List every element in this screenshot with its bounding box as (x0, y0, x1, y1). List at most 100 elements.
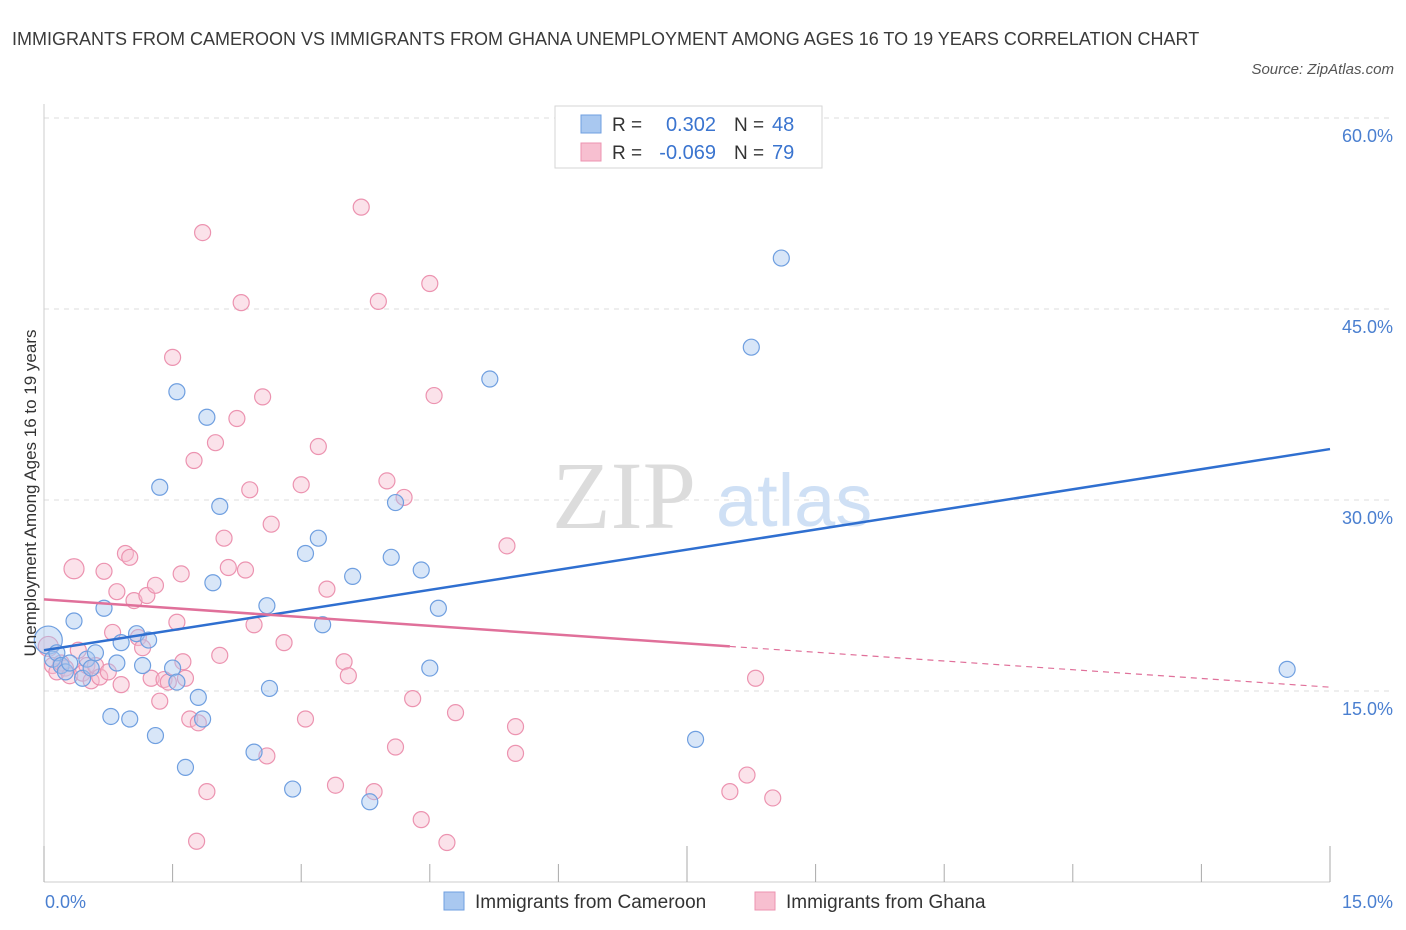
ghana-point (721, 782, 739, 801)
ghana-point (146, 576, 165, 594)
ghana-point (339, 667, 357, 685)
ghana-point (164, 348, 182, 366)
ghana-point (176, 669, 195, 687)
ghana-point (438, 833, 456, 852)
cameroon-point (176, 758, 195, 777)
ghana-point (292, 476, 310, 494)
ghana-point (352, 198, 370, 216)
y-tick-label: 30.0% (1342, 508, 1393, 528)
cameroon-point (198, 408, 216, 426)
ghana-point (738, 766, 756, 784)
ghana-point (254, 388, 272, 406)
bottom-legend-swatch-cameroon (443, 891, 465, 911)
y-tick-labels: 15.0% 30.0% 45.0% 60.0% (1342, 126, 1393, 719)
cameroon-point (78, 650, 96, 668)
cameroon-point (742, 338, 760, 356)
cameroon-point (386, 493, 405, 512)
ghana-point (318, 580, 336, 598)
cameroon-point (314, 616, 332, 634)
cameroon-point (164, 659, 182, 677)
ghana-point (746, 669, 765, 687)
source-label: Source: ZipAtlas.com (1251, 61, 1394, 78)
cameroon-point (772, 249, 790, 267)
ghana-point (181, 710, 199, 728)
ghana-point (498, 537, 516, 555)
ghana-point (91, 668, 109, 686)
ghana-point (309, 437, 327, 456)
ghana-point (151, 692, 169, 710)
cameroon-point (102, 707, 120, 726)
ghana-point (232, 294, 250, 312)
cameroon-point (65, 612, 83, 630)
ghana-point (296, 710, 315, 728)
ghana-point (425, 386, 443, 405)
watermark-zip: ZIP (552, 442, 696, 549)
cameroon-point (686, 730, 705, 748)
ghana-point (262, 515, 280, 533)
ghana-point (185, 451, 203, 470)
cameroon-point (421, 659, 439, 677)
cameroon-point (1278, 660, 1296, 678)
cameroon-point (284, 780, 302, 798)
legend-n-value-2: 79 (772, 142, 794, 164)
cameroon-point (146, 726, 165, 745)
cameroon-points (33, 249, 1296, 811)
ghana-point (369, 292, 387, 310)
legend-n-label-1: N = (734, 115, 764, 136)
y-axis-label: Unemployment Among Ages 16 to 19 years (21, 330, 40, 657)
cameroon-point (168, 383, 186, 401)
cameroon-point (204, 574, 222, 592)
cameroon-point (82, 659, 100, 677)
ghana-point (446, 704, 465, 722)
cameroon-point (189, 688, 207, 706)
x-tick-labels: 0.0% 15.0% (45, 892, 1393, 912)
ghana-point (386, 738, 405, 756)
cameroon-point (361, 793, 379, 811)
cameroon-point (344, 567, 362, 586)
cameroon-trend-line (43, 447, 1331, 652)
cameroon-point (412, 561, 430, 579)
ghana-point (258, 747, 276, 765)
ghana-points (37, 198, 782, 852)
ghana-point (63, 558, 85, 580)
ghana-point (172, 565, 190, 583)
ghana-point (421, 274, 439, 293)
legend-n-label-2: N = (734, 143, 764, 164)
legend-r-label-1: R = (612, 115, 642, 136)
ghana-point (219, 558, 237, 577)
cameroon-point (260, 679, 279, 698)
ghana-point (108, 583, 126, 601)
watermark-atlas: atlas (716, 459, 872, 542)
legend-r-label-2: R = (612, 143, 642, 164)
ghana-point (275, 634, 293, 652)
cameroon-point (56, 663, 75, 681)
cameroon-point (108, 654, 126, 672)
series-legend: Immigrants from Cameroon Immigrants from… (443, 891, 986, 913)
y-tick-label: 45.0% (1342, 317, 1393, 337)
cameroon-point (258, 597, 276, 615)
gridlines (44, 117, 1392, 692)
ghana-point (211, 646, 229, 664)
legend-r-value-2: -0.069 (659, 142, 716, 164)
ghana-point (365, 782, 383, 801)
ghana-point (142, 669, 160, 687)
cameroon-point (168, 673, 186, 691)
bottom-legend-cameroon: Immigrants from Cameroon (475, 892, 706, 913)
ghana-point (241, 481, 259, 499)
x-tick-label: 0.0% (45, 892, 86, 912)
cameroon-point (194, 710, 212, 728)
ghana-point (506, 744, 525, 762)
ghana-point (95, 562, 113, 580)
cameroon-point (429, 599, 447, 617)
ghana-point (206, 434, 225, 452)
ghana-point (378, 472, 396, 490)
ghana-point (174, 653, 192, 671)
cameroon-point (382, 548, 400, 566)
ghana-point (506, 718, 525, 736)
ghana-point (188, 832, 206, 850)
cameroon-point (481, 370, 499, 388)
legend-r-value-1: 0.302 (666, 114, 716, 136)
cameroon-point (121, 710, 139, 728)
legend-n-value-1: 48 (772, 114, 794, 136)
x-tick-label: 15.0% (1342, 892, 1393, 912)
